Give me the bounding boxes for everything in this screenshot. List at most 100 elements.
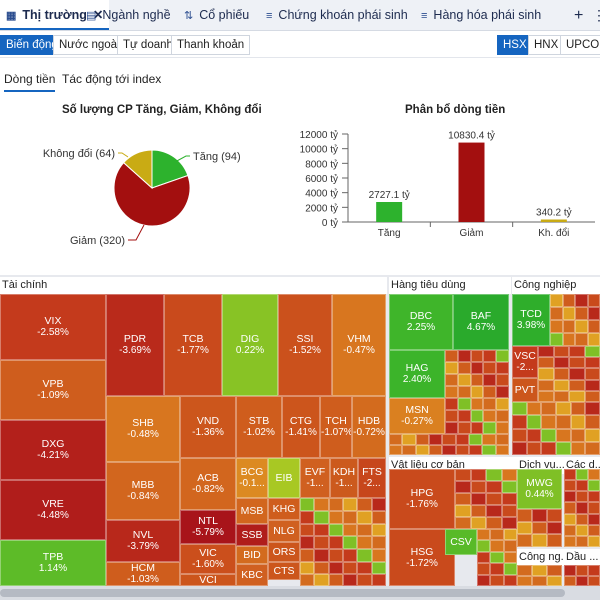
heatmap-cell-small[interactable]	[526, 402, 542, 416]
heatmap-cell-small[interactable]	[517, 509, 532, 522]
heatmap-cell-small[interactable]	[553, 346, 569, 358]
heatmap-cell-small[interactable]	[457, 350, 471, 362]
heatmap-cell-small[interactable]	[455, 517, 471, 529]
subnav-thanh-khoan[interactable]: Thanh khoản	[171, 35, 251, 55]
heatmap-cell-small[interactable]	[483, 422, 497, 434]
heatmap-cell-small[interactable]	[328, 574, 343, 586]
heatmap-cell-small[interactable]	[483, 410, 497, 422]
heatmap-cell-small[interactable]	[532, 509, 547, 522]
heatmap-cell-small[interactable]	[585, 441, 600, 455]
heatmap-cell-small[interactable]	[477, 540, 491, 552]
heatmap-cell-small[interactable]	[501, 469, 517, 481]
heatmap-cell-small[interactable]	[490, 540, 504, 552]
heatmap-cell-small[interactable]	[541, 441, 556, 455]
heatmap-cell-small[interactable]	[402, 434, 416, 445]
heatmap-cell-small[interactable]	[486, 505, 502, 517]
heatmap-cell-small[interactable]	[541, 428, 556, 442]
heatmap-cell-small[interactable]	[576, 565, 588, 576]
heatmap-cell-small[interactable]	[503, 551, 517, 564]
heatmap-cell-small[interactable]	[455, 434, 469, 445]
heatmap-cell-small[interactable]	[564, 502, 576, 514]
heatmap-cell-small[interactable]	[300, 562, 315, 574]
heatmap-cell-small[interactable]	[547, 565, 562, 576]
heatmap-cell-small[interactable]	[490, 529, 504, 541]
heatmap-cell-bid[interactable]: BID	[236, 546, 268, 564]
sector-label[interactable]: Công ng...	[517, 549, 564, 566]
heatmap-cell-small[interactable]	[564, 535, 576, 547]
heatmap-cell-tpb[interactable]: TPB 1.14%	[0, 540, 106, 586]
heatmap-cell-small[interactable]	[300, 510, 315, 524]
heatmap-cell-small[interactable]	[328, 549, 343, 562]
heatmap-cell-small[interactable]	[576, 491, 588, 503]
heatmap-cell-small[interactable]	[300, 536, 315, 550]
heatmap-cell-small[interactable]	[482, 434, 496, 445]
heatmap-cell-hag[interactable]: HAG 2.40%	[389, 350, 445, 398]
heatmap-cell-small[interactable]	[470, 493, 486, 505]
heatmap-cell-small[interactable]	[328, 536, 343, 550]
heatmap-cell-small[interactable]	[562, 333, 575, 346]
heatmap-cell-small[interactable]	[512, 415, 527, 429]
subnav-tu-doanh[interactable]: Tự doanh	[117, 35, 179, 55]
heatmap-cell-small[interactable]	[564, 469, 576, 481]
heatmap-cell-small[interactable]	[532, 521, 547, 535]
heatmap-cell-acb[interactable]: ACB -0.82%	[180, 458, 236, 510]
heatmap-cell-small[interactable]	[371, 536, 386, 550]
heatmap-cell-small[interactable]	[512, 402, 527, 416]
horizontal-scrollbar[interactable]	[0, 586, 600, 600]
heatmap-cell-small[interactable]	[496, 350, 509, 362]
exchange-upcom[interactable]: UPCOM	[560, 35, 600, 55]
heatmap-cell-small[interactable]	[371, 549, 386, 562]
heatmap-cell-small[interactable]	[328, 523, 343, 537]
heatmap-cell-small[interactable]	[415, 444, 429, 455]
tab-hang-hoa-phai-sinh[interactable]: ≡ Hàng hóa phái sinh	[421, 0, 541, 30]
heatmap-cell-small[interactable]	[445, 362, 458, 374]
heatmap-cell-tcb[interactable]: TCB -1.77%	[164, 294, 222, 396]
heatmap-cell-small[interactable]	[455, 481, 471, 493]
heatmap-cell-small[interactable]	[584, 390, 600, 402]
heatmap-cell-small[interactable]	[503, 563, 517, 575]
sector-label[interactable]: Dầu ...	[564, 549, 600, 566]
heatmap-cell-pdr[interactable]: PDR -3.69%	[106, 294, 164, 396]
heatmap-cell-small[interactable]	[455, 469, 471, 481]
heatmap-cell-small[interactable]	[569, 368, 585, 380]
heatmap-cell-small[interactable]	[587, 320, 600, 333]
heatmap-cell-small[interactable]	[314, 574, 329, 586]
heatmap-cell-small[interactable]	[532, 565, 547, 576]
heatmap-cell-vix[interactable]: VIX -2.58%	[0, 294, 106, 360]
heatmap-cell-small[interactable]	[457, 362, 471, 374]
heatmap-cell-small[interactable]	[343, 549, 358, 562]
scrollbar-thumb[interactable]	[0, 589, 565, 597]
heatmap-cell-eib[interactable]: EIB	[268, 458, 300, 498]
heatmap-cell-small[interactable]	[512, 441, 527, 455]
heatmap-cell-small[interactable]	[357, 562, 372, 574]
heatmap-cell-small[interactable]	[477, 551, 491, 564]
heatmap-cell-ors[interactable]: ORS	[268, 542, 300, 562]
heatmap-cell-small[interactable]	[575, 294, 588, 307]
heatmap-cell-hsg[interactable]: HSG -1.72%	[389, 529, 455, 586]
heatmap-cell-evf[interactable]: EVF -1...	[300, 458, 330, 498]
heatmap-cell-khg[interactable]: KHG	[268, 498, 300, 520]
heatmap-cell-small[interactable]	[584, 357, 600, 369]
heatmap-cell-small[interactable]	[512, 428, 527, 442]
heatmap-cell-msb[interactable]: MSB	[236, 498, 268, 524]
tab-nganh-nghe[interactable]: ▤ Ngành nghề	[86, 0, 171, 30]
heatmap-cell-small[interactable]	[482, 444, 496, 455]
tab-dong-tien[interactable]: Dòng tiền	[4, 72, 56, 92]
heatmap-cell-small[interactable]	[503, 540, 517, 552]
heatmap-cell-small[interactable]	[576, 535, 588, 547]
heatmap-cell-small[interactable]	[477, 529, 491, 541]
heatmap-cell-small[interactable]	[538, 357, 554, 369]
heatmap-cell-small[interactable]	[587, 333, 600, 346]
heatmap-cell-small[interactable]	[576, 513, 588, 525]
heatmap-cell-small[interactable]	[550, 294, 563, 307]
heatmap-cell-msn[interactable]: MSN -0.27%	[389, 398, 445, 434]
tab-chung-khoan-phai-sinh[interactable]: ≡ Chứng khoán phái sinh	[266, 0, 408, 30]
heatmap-cell-small[interactable]	[415, 434, 429, 445]
heatmap-cell-tch[interactable]: TCH -1.07%	[320, 396, 352, 458]
heatmap-cell-small[interactable]	[357, 536, 372, 550]
sector-label[interactable]: Công nghiệp	[512, 277, 600, 294]
heatmap-cell-small[interactable]	[570, 415, 586, 429]
heatmap-cell-small[interactable]	[483, 362, 497, 374]
heatmap-cell-small[interactable]	[496, 398, 509, 410]
heatmap-cell-small[interactable]	[457, 398, 471, 410]
